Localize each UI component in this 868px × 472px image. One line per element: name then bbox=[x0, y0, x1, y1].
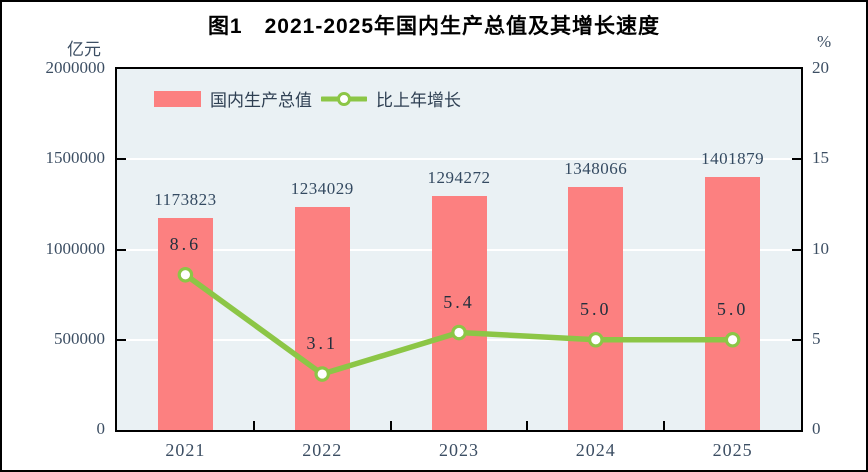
right-axis-label-5: 5 bbox=[812, 328, 821, 348]
growth-value-label-2024: 5.0 bbox=[580, 298, 612, 319]
left-axis-label-2000000: 2000000 bbox=[45, 58, 106, 77]
left-axis-label-500000: 500000 bbox=[54, 328, 105, 348]
bar-value-label-2023: 1294272 bbox=[427, 168, 491, 188]
x-axis-tick bbox=[526, 421, 529, 430]
chart-legend: 国内生产总值 比上年增长 bbox=[154, 86, 461, 111]
left-axis-label-0: 0 bbox=[96, 419, 106, 438]
bar-value-label-2025: 1401879 bbox=[701, 148, 765, 168]
bar-value-label-2024: 1348066 bbox=[564, 158, 628, 178]
right-axis-tick bbox=[792, 248, 801, 251]
x-axis-label-2024: 2024 bbox=[575, 440, 616, 460]
growth-value-label-2023: 5.4 bbox=[443, 291, 475, 312]
legend-bar-label: 国内生产总值 bbox=[210, 91, 312, 110]
plot-area: 1173823 1234029 1294272 1348066 1401879 8.6 3.… bbox=[115, 67, 803, 432]
left-axis-tick bbox=[117, 338, 126, 341]
x-axis-label-2021: 2021 bbox=[165, 440, 206, 460]
x-axis-tick bbox=[252, 421, 255, 430]
bar-2023 bbox=[431, 196, 487, 430]
left-axis-unit-label: 亿元 bbox=[67, 40, 101, 59]
left-axis-label-1500000: 1500000 bbox=[45, 148, 106, 168]
gridline-1500000 bbox=[117, 158, 801, 161]
chart-title: 图1 2021-2025年国内生产总值及其增长速度 bbox=[207, 15, 661, 38]
right-axis-unit-label: % bbox=[817, 32, 832, 51]
x-axis-tick bbox=[389, 421, 392, 430]
growth-value-label-2022: 3.1 bbox=[306, 333, 338, 354]
bar-value-label-2021: 1173823 bbox=[154, 190, 217, 210]
right-axis-label-20: 20 bbox=[812, 58, 829, 77]
x-axis-label-2025: 2025 bbox=[712, 440, 753, 460]
legend-line-label: 比上年增长 bbox=[376, 91, 461, 110]
x-axis-label-2022: 2022 bbox=[302, 440, 343, 460]
right-axis-label-10: 10 bbox=[812, 238, 829, 258]
legend-bar-swatch bbox=[154, 90, 201, 107]
left-axis-tick bbox=[117, 158, 126, 161]
left-axis-tick bbox=[117, 248, 126, 251]
right-axis-label-0: 0 bbox=[812, 419, 821, 438]
x-axis-label-2023: 2023 bbox=[439, 440, 479, 460]
right-axis-tick bbox=[792, 338, 801, 341]
bar-2022 bbox=[294, 207, 350, 430]
plot-canvas: 1173823 1234029 1294272 1348066 1401879 8.6 3.… bbox=[117, 69, 801, 430]
growth-value-label-2025: 5.0 bbox=[716, 298, 749, 319]
bar-value-label-2022: 1234029 bbox=[290, 179, 354, 199]
x-axis-tick bbox=[663, 421, 666, 430]
right-axis-tick bbox=[792, 158, 801, 161]
right-axis-label-15: 15 bbox=[812, 148, 829, 168]
left-axis-label-1000000: 1000000 bbox=[45, 238, 106, 258]
legend-line-marker-icon bbox=[321, 91, 367, 106]
growth-value-label-2021: 8.6 bbox=[169, 233, 202, 254]
